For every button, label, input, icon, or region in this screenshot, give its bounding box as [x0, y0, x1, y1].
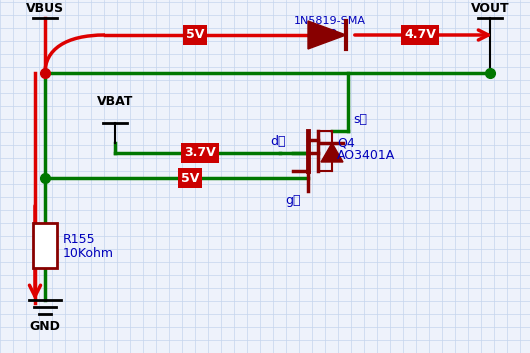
Text: 3.7V: 3.7V	[184, 146, 216, 160]
Polygon shape	[321, 143, 343, 162]
Text: 4.7V: 4.7V	[404, 29, 436, 42]
Text: D9: D9	[321, 28, 339, 41]
Text: g极: g极	[285, 194, 301, 207]
Text: 1N5819-SMA: 1N5819-SMA	[294, 16, 366, 26]
Text: Q4: Q4	[337, 136, 355, 149]
Text: VOUT: VOUT	[471, 2, 509, 15]
Text: 10Kohm: 10Kohm	[63, 247, 114, 260]
Text: R155: R155	[63, 233, 95, 246]
Text: VBAT: VBAT	[97, 95, 133, 108]
Text: VBUS: VBUS	[26, 2, 64, 15]
Polygon shape	[308, 21, 346, 49]
Text: AO3401A: AO3401A	[337, 149, 395, 162]
Text: d极: d极	[270, 135, 286, 148]
Text: s极: s极	[353, 113, 367, 126]
Text: 5V: 5V	[186, 29, 204, 42]
Text: GND: GND	[30, 320, 60, 333]
FancyBboxPatch shape	[33, 223, 57, 268]
Text: 5V: 5V	[181, 172, 199, 185]
